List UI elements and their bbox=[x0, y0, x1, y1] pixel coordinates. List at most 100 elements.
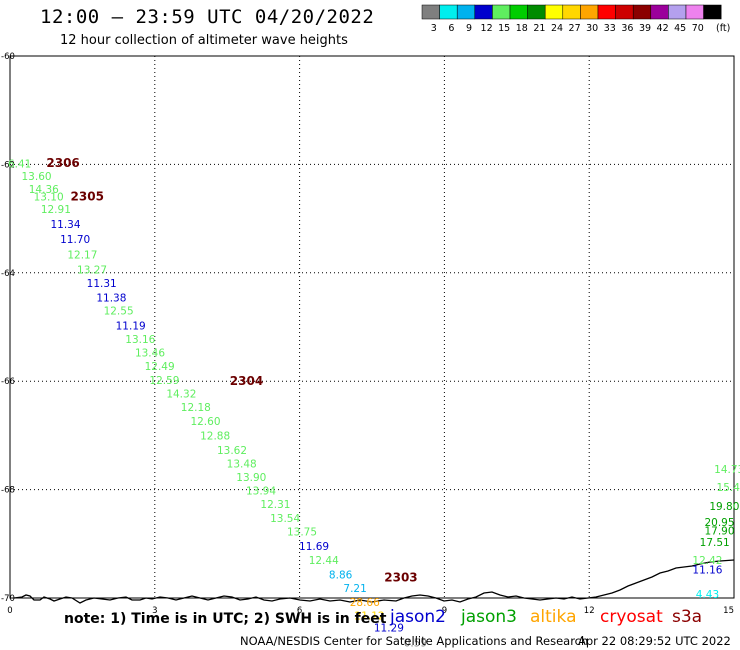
legend-swatch-label: 15 bbox=[498, 23, 510, 34]
footer-note: note: 1) Time is in UTC; 2) SWH is in fe… bbox=[64, 611, 387, 627]
wave-height-label: 11.38 bbox=[96, 293, 126, 305]
y-tick-label: -60 bbox=[1, 52, 15, 62]
legend-swatch bbox=[615, 4, 634, 20]
wave-height-label: 12.42 bbox=[692, 555, 722, 567]
axis-ticks: 0 3 6 9 12 15 -60 -62 -64 -66 -68 -70 bbox=[1, 52, 734, 616]
wave-height-label: 13.10 bbox=[34, 191, 64, 203]
x-tick-label: 15 bbox=[723, 606, 734, 616]
y-tick-label: -70 bbox=[1, 594, 15, 604]
wave-height-label: 7.21 bbox=[343, 583, 366, 595]
legend-swatch bbox=[580, 4, 599, 20]
wave-height-label: 12.31 bbox=[260, 499, 290, 511]
x-tick-label: 0 bbox=[7, 606, 12, 616]
legend-swatch bbox=[439, 4, 458, 20]
wave-height-label: 13.16 bbox=[125, 334, 155, 346]
footer-timestamp: Apr 22 08:29:52 UTC 2022 bbox=[578, 634, 731, 648]
legend-swatch bbox=[527, 4, 546, 20]
grid-lines bbox=[10, 56, 734, 598]
wave-height-label: 12.55 bbox=[104, 306, 134, 318]
x-tick-label: 6 bbox=[297, 606, 302, 616]
wave-height-label: 11.16 bbox=[692, 564, 722, 576]
legend-swatch-label: 70 bbox=[692, 23, 704, 34]
wave-height-label: 21.12 bbox=[355, 610, 385, 622]
legend-swatch bbox=[685, 4, 704, 20]
legend-swatch-label: 30 bbox=[586, 23, 598, 34]
legend-swatch-label: 36 bbox=[621, 23, 633, 34]
wave-height-label: 13.94 bbox=[246, 486, 276, 498]
wave-height-label: 11.19 bbox=[116, 320, 146, 332]
wave-height-label: 14.36 bbox=[29, 184, 59, 196]
wave-height-label: 12.18 bbox=[181, 402, 211, 414]
wave-height-label: 13.75 bbox=[287, 526, 317, 538]
satellite-name: jason3 bbox=[461, 607, 517, 627]
x-tick-label: 9 bbox=[442, 606, 447, 616]
wave-height-label: 14.73 bbox=[714, 464, 740, 476]
wave-height-label: 11.29 bbox=[374, 622, 404, 634]
wave-height-label: 28.66 bbox=[350, 597, 380, 609]
legend-swatch bbox=[650, 4, 669, 20]
wave-height-label: 6.41 bbox=[8, 158, 31, 170]
wave-height-label: 15.40 bbox=[717, 482, 740, 494]
legend-swatch-label: 45 bbox=[674, 23, 686, 34]
wave-height-label: 19.80 bbox=[709, 501, 739, 513]
legend-swatch bbox=[597, 4, 616, 20]
legend-swatch bbox=[474, 4, 493, 20]
wave-height-label: 20.95 bbox=[704, 517, 734, 529]
color-legend: 3 6 9 12 15 18 21 24 27 30 33 36 39 42 45 70 (ft) bbox=[421, 4, 730, 34]
plot-area bbox=[9, 55, 735, 604]
wave-height-label: 12.17 bbox=[67, 249, 97, 261]
legend-swatch-label: 21 bbox=[533, 23, 545, 34]
x-tick-label: 3 bbox=[152, 606, 157, 616]
page-subtitle: 12 hour collection of altimeter wave hei… bbox=[60, 33, 348, 48]
legend-swatch bbox=[421, 4, 440, 20]
wave-height-label: 12.91 bbox=[41, 204, 71, 216]
legend-swatch-label: 3 bbox=[431, 23, 437, 34]
wave-height-label: 13.48 bbox=[227, 459, 257, 471]
satellite-name: cryosat bbox=[600, 607, 663, 627]
pass-number-label: 2304 bbox=[230, 374, 263, 388]
legend-swatch-label: 9 bbox=[466, 23, 472, 34]
wave-height-label: 13.60 bbox=[22, 171, 52, 183]
legend-swatch-label: 6 bbox=[448, 23, 454, 34]
wave-height-label: 13.54 bbox=[270, 513, 300, 525]
pass-number-label: 2305 bbox=[71, 189, 104, 203]
page-title: 12:00 – 23:59 UTC 04/20/2022 bbox=[40, 6, 375, 28]
legend-swatch-label: 33 bbox=[604, 23, 616, 34]
wave-height-label: 11.31 bbox=[87, 278, 117, 290]
wave-height-label: 12.60 bbox=[190, 416, 220, 428]
legend-swatch-label: 24 bbox=[551, 23, 563, 34]
pass-number-label: 2303 bbox=[384, 570, 417, 584]
y-tick-label: -62 bbox=[1, 160, 15, 170]
wave-height-label: 11.69 bbox=[299, 541, 329, 553]
wave-height-label: 11.34 bbox=[50, 219, 80, 231]
legend-unit: (ft) bbox=[716, 23, 730, 34]
x-tick-label: 12 bbox=[584, 606, 595, 616]
wave-height-label: 12.88 bbox=[200, 430, 230, 442]
wave-height-label: 13.46 bbox=[135, 347, 165, 359]
pass-labels: 2306 2305 2304 2303 bbox=[46, 156, 417, 585]
wave-height-label: 12.49 bbox=[145, 361, 175, 373]
wave-height-label: 12.59 bbox=[149, 375, 179, 387]
wave-height-label: 13.90 bbox=[236, 472, 266, 484]
legend-swatch bbox=[544, 4, 564, 20]
satellite-name: jason2 bbox=[390, 607, 446, 627]
legend-swatch bbox=[456, 4, 476, 20]
legend-swatch-label: 18 bbox=[516, 23, 528, 34]
satellite-name: altika bbox=[530, 607, 577, 627]
legend-swatch bbox=[668, 4, 687, 20]
wave-height-label: 8.86 bbox=[329, 570, 353, 582]
legend-swatch-label: 42 bbox=[657, 23, 669, 34]
footer-credit: NOAA/NESDIS Center for Satellite Applica… bbox=[240, 634, 589, 648]
wave-height-label: 0.59 bbox=[404, 637, 427, 649]
legend-swatch bbox=[562, 4, 581, 20]
wave-height-label: 4.43 bbox=[696, 589, 719, 601]
wave-height-label: 13.27 bbox=[77, 265, 107, 277]
legend-swatch bbox=[492, 4, 511, 20]
y-tick-label: -68 bbox=[1, 486, 15, 496]
legend-swatch-label: 39 bbox=[639, 23, 651, 34]
wave-height-label: 11.70 bbox=[60, 234, 90, 246]
plot-frame bbox=[9, 55, 735, 599]
wave-height-label: 13.62 bbox=[217, 445, 247, 457]
